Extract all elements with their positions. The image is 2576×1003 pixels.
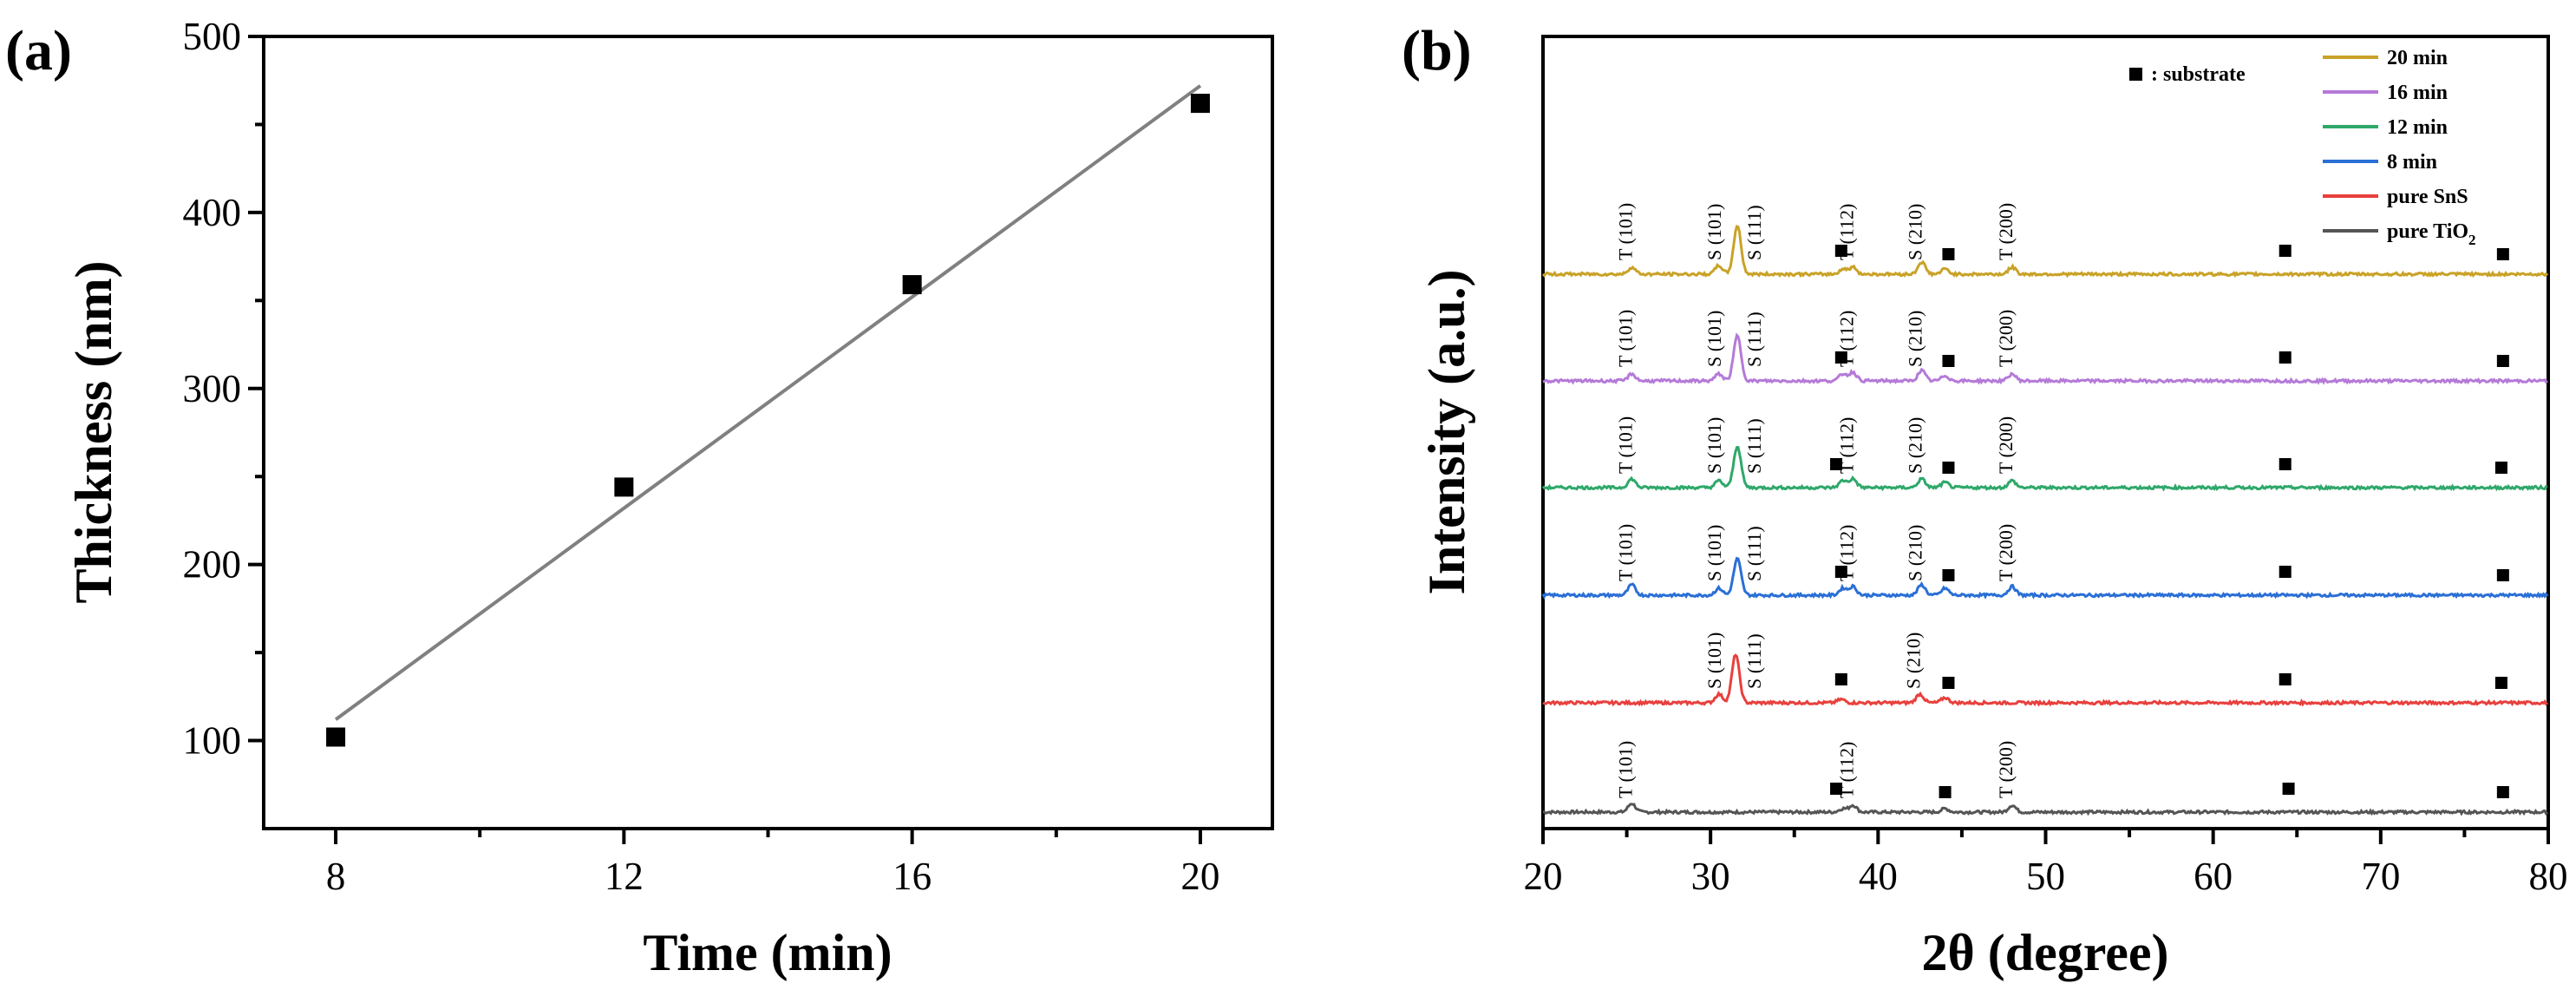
peak-label: T (101) bbox=[1614, 416, 1636, 474]
panel-a-label: (a) bbox=[5, 19, 72, 82]
substrate-legend-label: : substrate bbox=[2151, 63, 2246, 86]
panel-a-ytick-label: 100 bbox=[183, 719, 242, 763]
legend-label: 8 min bbox=[2387, 151, 2437, 174]
substrate-marker bbox=[2496, 569, 2509, 581]
panel-b-ticks: 20 30 40 50 60 70 80 bbox=[1524, 829, 2568, 898]
panel-b-xtick-label: 40 bbox=[1859, 855, 1898, 898]
peak-label: S (101) bbox=[1703, 204, 1725, 260]
substrate-marker bbox=[1830, 783, 1843, 795]
peak-label: T (200) bbox=[1995, 416, 2017, 474]
peak-label: S (210) bbox=[1905, 204, 1926, 260]
panel-b-ylabel: Intensity (a.u.) bbox=[1418, 269, 1475, 594]
substrate-marker bbox=[2496, 355, 2509, 367]
substrate-marker bbox=[1939, 786, 1952, 798]
peak-label: T (101) bbox=[1614, 741, 1636, 798]
substrate-marker bbox=[1942, 462, 1955, 474]
substrate-marker bbox=[2494, 677, 2507, 689]
panel-b-xtick-label: 60 bbox=[2194, 855, 2233, 898]
substrate-marker bbox=[1834, 673, 1847, 685]
legend-label: 16 min bbox=[2387, 82, 2448, 104]
panel-a-ytick-label: 400 bbox=[183, 191, 242, 234]
substrate-marker bbox=[1830, 458, 1843, 470]
xrd-pattern-line bbox=[1542, 803, 2548, 816]
peak-label: T (101) bbox=[1614, 524, 1636, 581]
xrd-pattern-line bbox=[1541, 556, 2549, 600]
panel-a-ytick-label: 300 bbox=[183, 367, 242, 410]
substrate-marker bbox=[2496, 248, 2509, 260]
data-point bbox=[902, 275, 922, 295]
peak-label: S (101) bbox=[1703, 417, 1725, 474]
panel-a-points bbox=[326, 94, 1210, 747]
panel-b-xtick-label: 80 bbox=[2529, 855, 2568, 898]
panel-a-ticks: 8 12 16 20 100 200 300 400 500 bbox=[183, 15, 1220, 898]
substrate-marker bbox=[2279, 245, 2292, 257]
substrate-marker bbox=[2279, 351, 2292, 364]
peak-label: S (101) bbox=[1703, 311, 1725, 367]
panel-b-legend: : substrate 20 min 16 min 12 min 8 min pure … bbox=[2129, 47, 2476, 248]
substrate-marker bbox=[2279, 673, 2292, 685]
peak-label: S (210) bbox=[1903, 633, 1925, 689]
peak-label: S (210) bbox=[1905, 311, 1926, 367]
substrate-marker bbox=[1942, 677, 1955, 689]
substrate-marker bbox=[1834, 566, 1847, 578]
substrate-marker bbox=[2279, 458, 2292, 470]
panel-a-xlabel: Time (min) bbox=[643, 924, 892, 981]
data-point bbox=[614, 477, 634, 497]
panel-a-ytick-label: 200 bbox=[183, 543, 242, 587]
peak-label: S (101) bbox=[1703, 633, 1725, 689]
peak-label: S (111) bbox=[1743, 418, 1765, 474]
data-point bbox=[1190, 94, 1210, 114]
panel-b-xtick-label: 20 bbox=[1524, 855, 1563, 898]
panel-a-fit-line bbox=[334, 84, 1202, 721]
panel-b-xtick-label: 70 bbox=[2361, 855, 2400, 898]
peak-label: S (210) bbox=[1905, 525, 1926, 581]
substrate-marker bbox=[2496, 786, 2509, 798]
peak-label: S (101) bbox=[1703, 525, 1725, 581]
panel-a-xtick-label: 8 bbox=[326, 855, 346, 898]
data-point bbox=[326, 727, 346, 747]
peak-label: S (210) bbox=[1905, 417, 1926, 474]
panel-a-ylabel: Thickness (nm) bbox=[65, 260, 122, 603]
panel-b-xtick-label: 50 bbox=[2026, 855, 2065, 898]
peak-label: T (200) bbox=[1995, 741, 2017, 798]
legend-label: pure SnS bbox=[2387, 186, 2468, 208]
substrate-marker bbox=[1942, 248, 1955, 260]
substrate-marker bbox=[1942, 569, 1955, 581]
peak-label: T (200) bbox=[1995, 310, 2017, 367]
peak-label: T (101) bbox=[1614, 310, 1636, 367]
panel-a-xtick-label: 20 bbox=[1180, 855, 1219, 898]
peak-label: S (111) bbox=[1743, 526, 1765, 581]
peak-label: S (111) bbox=[1743, 311, 1765, 367]
peak-label: T (200) bbox=[1995, 524, 2017, 581]
panel-b-xtick-label: 30 bbox=[1691, 855, 1730, 898]
substrate-marker bbox=[1834, 351, 1847, 364]
xrd-pattern-line bbox=[1542, 653, 2549, 707]
legend-label: pure TiO2 bbox=[2387, 220, 2476, 248]
legend-label: 12 min bbox=[2387, 116, 2448, 139]
panel-b-label: (b) bbox=[1402, 19, 1472, 82]
peak-label: S (111) bbox=[1743, 633, 1765, 689]
panel-a-xtick-label: 16 bbox=[892, 855, 932, 898]
panel-b-series: T (101) T (112) T (200)S (101) S (111) S (21… bbox=[1541, 203, 2549, 816]
peak-label: S (111) bbox=[1743, 205, 1765, 260]
legend-subscript: 2 bbox=[2468, 232, 2476, 248]
peak-label: T (101) bbox=[1614, 203, 1636, 260]
legend-label: 20 min bbox=[2387, 47, 2448, 69]
substrate-marker bbox=[1942, 355, 1955, 367]
panel-a-xtick-label: 12 bbox=[605, 855, 644, 898]
substrate-marker bbox=[2282, 783, 2295, 795]
panel-a-ytick-label: 500 bbox=[183, 15, 242, 58]
xrd-pattern-line bbox=[1542, 332, 2548, 385]
xrd-pattern-line bbox=[1541, 224, 2549, 279]
substrate-legend-marker bbox=[2129, 68, 2142, 81]
panel-b-xlabel: 2θ (degree) bbox=[1921, 924, 2168, 981]
substrate-marker bbox=[2494, 462, 2507, 474]
panel-a-frame bbox=[262, 35, 1274, 830]
substrate-marker bbox=[2279, 566, 2292, 578]
xrd-pattern-line bbox=[1541, 446, 2548, 492]
peak-label: T (200) bbox=[1995, 203, 2017, 260]
substrate-marker bbox=[1834, 245, 1847, 257]
